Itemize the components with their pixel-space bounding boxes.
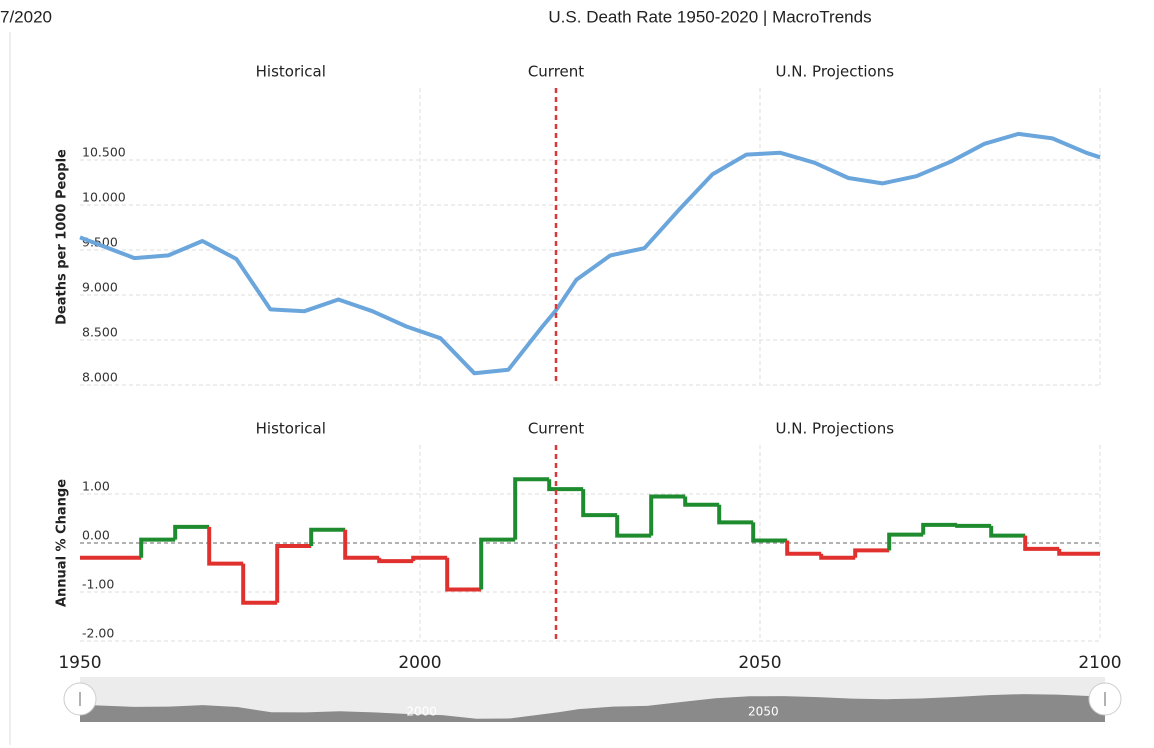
x-tick-label: 2050 <box>738 653 781 673</box>
step <box>343 529 380 560</box>
step <box>819 553 856 560</box>
step <box>1023 535 1060 551</box>
line <box>79 131 1101 376</box>
y-axis-label: Annual % Change <box>55 479 70 607</box>
step <box>377 557 414 564</box>
y-tick-label: -2.00 <box>82 626 114 641</box>
step <box>717 504 754 525</box>
step <box>683 496 720 507</box>
step <box>615 515 652 538</box>
y-tick-label: 0.00 <box>82 528 110 543</box>
y-tick-label: 9.500 <box>82 235 118 250</box>
step <box>785 540 822 556</box>
step <box>411 555 448 562</box>
step <box>173 524 210 540</box>
y-tick-label: 8.500 <box>82 325 118 340</box>
step <box>955 523 992 528</box>
step <box>513 477 550 540</box>
x-tick-label: 2100 <box>1078 653 1121 673</box>
step <box>921 522 958 535</box>
panel-label: U.N. Projections <box>776 63 895 81</box>
panel-label: Current <box>528 63 584 81</box>
step <box>479 537 516 590</box>
x-tick-label: 1950 <box>58 653 101 673</box>
y-tick-label: 10.500 <box>82 145 126 160</box>
x-tick-label: 2000 <box>398 653 441 673</box>
date: 7/2020 <box>0 7 52 26</box>
step <box>207 526 244 566</box>
navigator-label: 2050 <box>748 705 779 719</box>
panel-label: Historical <box>256 63 326 81</box>
step <box>309 527 346 546</box>
step <box>887 532 924 551</box>
chart-title: U.S. Death Rate 1950-2020 | MacroTrends <box>548 7 871 26</box>
panel-label: Current <box>528 420 584 438</box>
navigator-label: 2000 <box>406 705 437 719</box>
step <box>989 525 1026 538</box>
panel-label: U.N. Projections <box>776 420 895 438</box>
panel-label: Historical <box>256 420 326 438</box>
step <box>241 563 278 605</box>
step <box>649 494 686 536</box>
y-tick-label: 10.000 <box>82 190 126 205</box>
step <box>139 537 176 558</box>
step <box>547 479 584 492</box>
y-axis-label: Deaths per 1000 People <box>55 149 70 325</box>
step <box>581 489 618 518</box>
y-tick-label: 1.00 <box>82 479 110 494</box>
navigator-area <box>80 694 1105 722</box>
step <box>751 522 788 543</box>
step <box>445 557 482 592</box>
y-tick-label: 8.000 <box>82 370 118 385</box>
step <box>853 548 890 558</box>
y-tick-label: -1.00 <box>82 577 114 592</box>
step <box>275 543 312 603</box>
step <box>1057 548 1100 556</box>
y-tick-label: 9.000 <box>82 280 118 295</box>
